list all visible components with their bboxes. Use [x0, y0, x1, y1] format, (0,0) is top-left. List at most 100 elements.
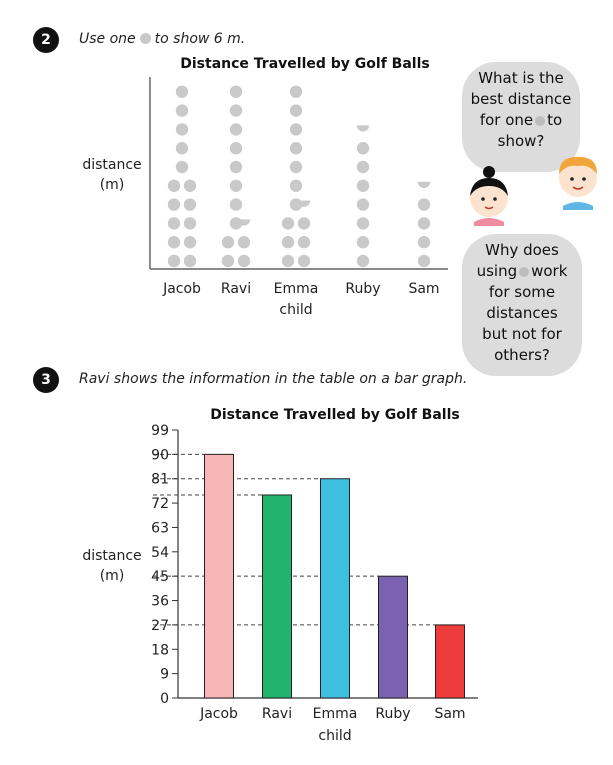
x-tick-label: Ruby — [375, 706, 410, 722]
bubble-line: for some — [488, 283, 556, 301]
x-tick-label: Sam — [434, 706, 465, 722]
instruction-text-after: to show 6 m. — [154, 31, 246, 47]
pictograph-category-label: Sam — [408, 281, 439, 297]
golf-ball-symbol — [281, 254, 295, 268]
y-tick-label: 63 — [151, 520, 169, 536]
golf-ball-symbol — [289, 160, 303, 174]
y-tick-label: 99 — [151, 423, 169, 439]
golf-ball-symbol — [229, 142, 243, 155]
pictograph-chart: Distance Travelled by Golf Balls distance… — [82, 56, 448, 318]
golf-ball-symbol — [175, 160, 189, 174]
golf-ball-symbol — [281, 236, 295, 249]
pictograph-xlabel: child — [279, 302, 312, 318]
bubble-line: using work — [476, 262, 568, 280]
bubble-line: What is the — [478, 69, 564, 87]
instruction-text-before: Use one — [79, 31, 136, 47]
y-tick-label: 36 — [151, 594, 169, 610]
y-tick-label: 90 — [151, 447, 169, 463]
golf-ball-symbol — [229, 123, 243, 136]
golf-ball-symbol — [167, 217, 181, 230]
golf-ball-symbol — [237, 254, 251, 268]
pictograph-category-label: Emma — [274, 281, 319, 297]
golf-ball-symbol — [289, 123, 303, 136]
golf-ball-symbol-icon — [519, 267, 530, 277]
pictograph-title: Distance Travelled by Golf Balls — [180, 56, 429, 72]
half-golf-ball-symbol — [297, 200, 311, 207]
golf-ball-symbol — [356, 179, 370, 192]
bar-chart: Distance Travelled by Golf Balls distance… — [82, 407, 478, 744]
speech-bubble-bottom: Why does using work for some distances bu… — [462, 234, 582, 376]
golf-ball-symbol — [229, 160, 243, 174]
golf-ball-symbol — [175, 85, 189, 98]
golf-ball-symbol-icon — [139, 33, 151, 44]
golf-ball-symbol — [167, 179, 181, 192]
golf-ball-symbol — [183, 217, 197, 230]
y-tick-label: 54 — [151, 545, 169, 561]
golf-ball-symbol-icon — [535, 116, 546, 126]
bar — [378, 575, 408, 699]
golf-ball-symbol — [289, 179, 303, 192]
half-golf-ball-symbol — [417, 181, 431, 189]
golf-ball-symbol — [281, 217, 295, 230]
golf-ball-symbol — [356, 217, 370, 230]
bar-chart-ylabel: (m) — [100, 568, 125, 584]
pictograph-category-label: Ruby — [345, 281, 380, 297]
golf-ball-symbol — [297, 217, 311, 230]
x-tick-label: Emma — [313, 706, 358, 722]
bar — [262, 494, 292, 699]
golf-ball-symbol — [356, 198, 370, 211]
golf-ball-symbol — [183, 198, 197, 211]
golf-ball-symbol — [356, 142, 370, 155]
bubble-line: distances — [486, 304, 558, 322]
golf-ball-symbol — [289, 85, 303, 98]
golf-ball-symbol — [175, 123, 189, 136]
pictograph-ylabel: distance — [82, 157, 141, 173]
pictograph-category-label: Jacob — [162, 281, 201, 297]
question-2-instruction: Use one to show 6 m. — [79, 31, 245, 47]
golf-ball-symbol — [175, 142, 189, 155]
y-tick-label: 9 — [160, 667, 169, 683]
x-tick-label: Ravi — [262, 706, 292, 722]
y-tick-label: 18 — [151, 642, 169, 658]
question-2-number: 2 — [33, 27, 59, 53]
golf-ball-symbol — [289, 142, 303, 155]
golf-ball-symbol — [237, 236, 251, 249]
bar-chart-ylabel: distance — [82, 548, 141, 564]
bar — [320, 478, 350, 699]
bar — [435, 624, 465, 699]
half-golf-ball-symbol — [237, 219, 251, 226]
golf-ball-symbol — [221, 254, 235, 268]
speech-bubble-top: What is the best distance for one to show… — [462, 62, 580, 172]
golf-ball-symbol — [229, 85, 243, 98]
golf-ball-symbol — [167, 254, 181, 268]
golf-ball-symbol — [167, 236, 181, 249]
golf-ball-symbol — [417, 217, 431, 230]
bubble-line: but not for — [482, 325, 562, 343]
golf-ball-symbol — [356, 254, 370, 268]
golf-ball-symbol — [183, 179, 197, 192]
y-tick-label: 45 — [151, 569, 169, 585]
golf-ball-symbol — [229, 104, 243, 117]
golf-ball-symbol — [221, 236, 235, 249]
golf-ball-symbol — [297, 236, 311, 249]
bubble-line: others? — [494, 346, 550, 364]
golf-ball-symbol — [297, 254, 311, 268]
golf-ball-symbol — [183, 254, 197, 268]
question-3-instruction: Ravi shows the information in the table … — [79, 371, 468, 387]
bubble-line: for one to — [479, 111, 563, 129]
girl-character-icon — [470, 166, 508, 226]
golf-ball-symbol — [417, 198, 431, 211]
golf-ball-symbol — [356, 160, 370, 174]
golf-ball-symbol — [229, 179, 243, 192]
bubble-line: best distance — [470, 90, 572, 108]
golf-ball-symbol — [229, 198, 243, 211]
bar — [204, 453, 234, 699]
bubble-line: show? — [497, 132, 545, 150]
golf-ball-symbol — [356, 236, 370, 249]
golf-ball-symbol — [417, 236, 431, 249]
y-tick-label: 27 — [151, 618, 169, 634]
golf-ball-symbol — [417, 254, 431, 268]
golf-ball-symbol — [167, 198, 181, 211]
golf-ball-symbol — [183, 236, 197, 249]
y-tick-label: 72 — [151, 496, 169, 512]
